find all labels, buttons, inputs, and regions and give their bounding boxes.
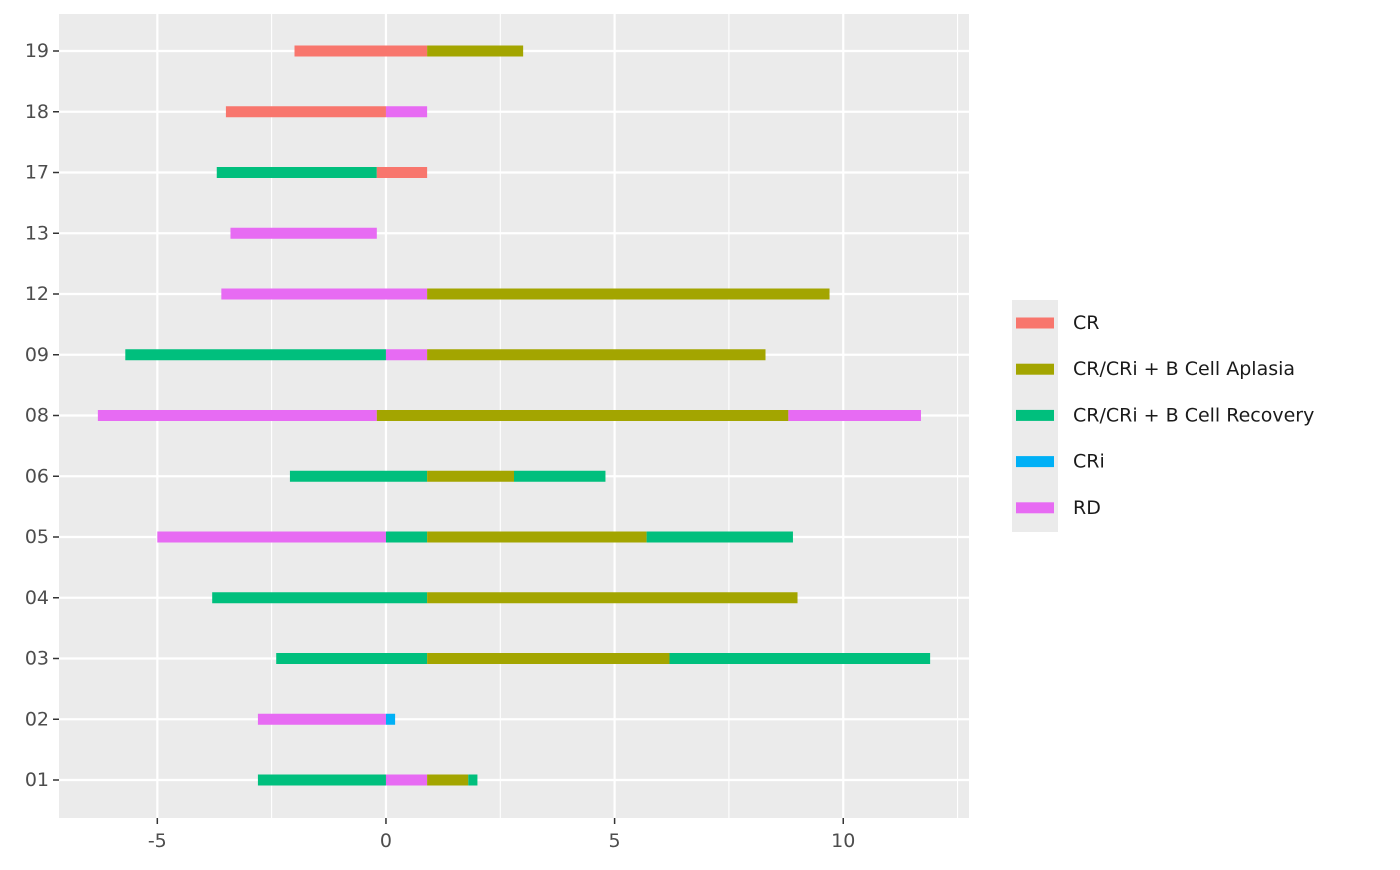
bar-segment: [788, 410, 921, 421]
bar-segment: [225, 106, 386, 118]
bar-segment: [385, 106, 428, 118]
bar-segment: [427, 45, 524, 57]
legend-swatch: [1016, 409, 1054, 421]
bar-segment: [97, 410, 377, 421]
bar-segment: [427, 470, 514, 482]
bar-segment: [376, 167, 428, 178]
legend-label: CR/CRi + B Cell Aplasia: [1073, 358, 1295, 380]
bar-segment: [157, 531, 386, 543]
y-tick-label: 17: [25, 162, 49, 184]
legend-swatch: [1016, 456, 1054, 468]
legend-label: CR: [1073, 312, 1099, 334]
bar-segment: [427, 653, 670, 664]
bar-segment: [125, 349, 386, 361]
x-tick-label: -5: [148, 830, 167, 852]
y-tick-label: 05: [25, 526, 49, 548]
bar-segment: [427, 288, 830, 300]
x-tick-label: 10: [831, 830, 855, 852]
bar-segment: [427, 349, 766, 361]
bar-segment: [257, 713, 386, 725]
y-tick-label: 09: [25, 344, 49, 366]
bars: [97, 45, 931, 786]
y-tick-label: 03: [25, 648, 49, 670]
legend-swatch: [1016, 363, 1054, 375]
bar-segment: [427, 592, 798, 604]
y-tick-label: 04: [25, 587, 49, 609]
y-tick-label: 19: [25, 40, 49, 62]
bar-segment: [276, 653, 428, 664]
bar-segment: [212, 592, 428, 604]
y-tick-label: 18: [25, 101, 49, 123]
y-tick-label: 13: [25, 222, 49, 244]
y-tick-label: 08: [25, 405, 49, 427]
legend-swatch: [1016, 502, 1054, 514]
legend-label: CRi: [1073, 451, 1105, 473]
bar-segment: [257, 774, 386, 786]
legend-label: CR/CRi + B Cell Recovery: [1073, 404, 1314, 426]
y-tick-label: 02: [25, 708, 49, 730]
legend: CR CR/CRi + B Cell Aplasia CR/CRi + B Cell…: [1012, 300, 1314, 532]
bar-segment: [468, 774, 478, 786]
bar-segment: [385, 713, 396, 725]
x-axis: -5 0 5 10: [148, 818, 855, 852]
y-tick-label: 12: [25, 283, 49, 305]
bar-segment: [376, 410, 789, 421]
bar-segment: [294, 45, 428, 57]
bar-segment: [289, 470, 428, 482]
bar-segment: [646, 531, 793, 543]
bar-segment: [427, 774, 469, 786]
bar-segment: [385, 774, 428, 786]
bar-segment: [385, 349, 428, 361]
bar-segment: [230, 227, 377, 239]
bar-segment: [514, 470, 606, 482]
bar-segment: [427, 531, 647, 543]
y-tick-label: 01: [25, 769, 49, 791]
legend-swatch: [1016, 317, 1054, 329]
y-axis: 01 02 03 04 05 06 08 09 12 13 17 18 19: [25, 40, 59, 791]
bar-segment: [385, 531, 428, 543]
y-tick-label: 06: [25, 465, 49, 487]
bar-segment: [216, 167, 377, 178]
legend-label: RD: [1073, 497, 1101, 519]
bar-segment: [669, 653, 931, 664]
bar-segment: [221, 288, 428, 300]
x-tick-label: 0: [380, 830, 392, 852]
x-tick-label: 5: [609, 830, 621, 852]
